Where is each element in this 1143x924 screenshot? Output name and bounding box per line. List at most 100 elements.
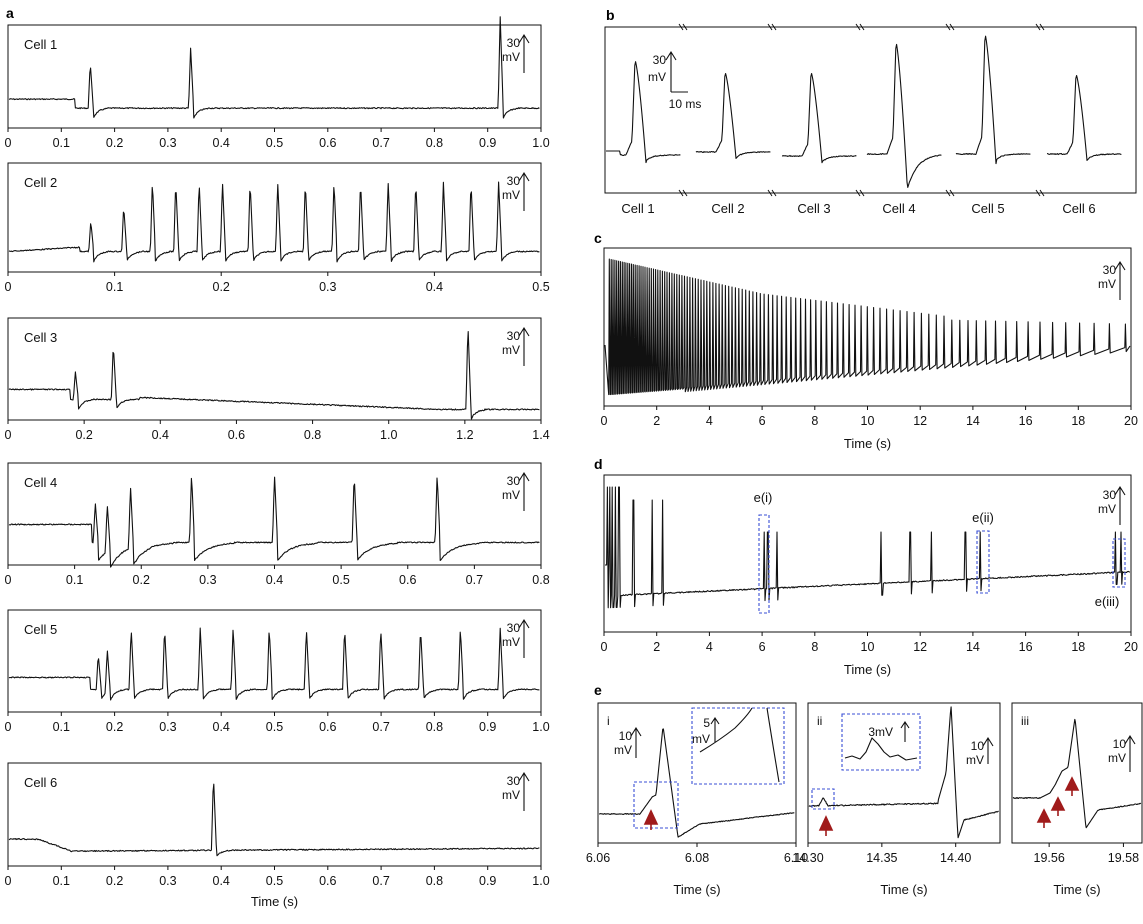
a5-tick-label: 0.8 (426, 720, 443, 734)
e_ii-scale-bar-unit: mV (966, 753, 984, 767)
e_ii-inset-trace (844, 737, 918, 761)
e_i-scale-bar-value: 10 (619, 729, 633, 743)
d-annotation-eii: e(ii) (972, 510, 994, 525)
a4-tick-label: 0.5 (332, 573, 349, 587)
b-spike-trace (955, 35, 1031, 165)
b-cell-label: Cell 4 (882, 201, 915, 216)
e_i-xlabel: Time (s) (673, 882, 720, 897)
a1-trace (8, 16, 540, 119)
e_i-inset-trace (699, 707, 780, 783)
b-spike-trace (606, 61, 681, 164)
a5-tick-label: 0 (5, 720, 12, 734)
e_i-tick-label: 6.06 (586, 851, 610, 865)
e_iii-marker-arrow (1064, 776, 1080, 796)
e_iii-trace (1012, 718, 1142, 829)
e_ii-zoom-box (811, 788, 835, 810)
a6-tick-label: 0.5 (266, 874, 283, 888)
a2-tick-label: 0.4 (426, 280, 443, 294)
b-cell-label: Cell 5 (971, 201, 1004, 216)
a1-tick-label: 0 (5, 136, 12, 150)
d-box-eii (976, 530, 990, 594)
a2-tick-label: 0.3 (319, 280, 336, 294)
c-trace (604, 258, 1131, 396)
d-box-ei (758, 514, 770, 614)
a6-tick-label: 0.4 (213, 874, 230, 888)
a1-tick-label: 0.6 (319, 136, 336, 150)
d-annotation-eiii: e(iii) (1095, 594, 1120, 609)
panel-label-e: e (594, 682, 602, 698)
a1-scale-bar-arrow (518, 33, 530, 73)
panel-label-c: c (594, 230, 602, 246)
e_ii-scale-bar-value: 10 (971, 739, 985, 753)
c-tick-label: 10 (861, 414, 875, 428)
c-tick-label: 12 (913, 414, 927, 428)
a1-scale-bar-value: 30 (507, 36, 521, 50)
a5-scale-bar-unit: mV (502, 635, 520, 649)
d-annotation-ei: e(i) (754, 490, 773, 505)
a1-tick-label: 0.3 (159, 136, 176, 150)
a2-scale-bar-value: 30 (507, 174, 521, 188)
a6-tick-label: 0.3 (159, 874, 176, 888)
a4-tick-label: 0 (5, 573, 12, 587)
a6-scale-bar-arrow (518, 771, 530, 811)
c-scale-bar-value: 30 (1103, 263, 1117, 277)
panel-label-d: d (594, 456, 603, 472)
b-scale-bar (665, 50, 688, 93)
b-frame (604, 26, 1137, 194)
a1-tick-label: 0.8 (426, 136, 443, 150)
d-tick-label: 0 (601, 640, 608, 654)
d-scale-bar-value: 30 (1103, 488, 1117, 502)
e_ii-tick-label: 14.40 (940, 851, 971, 865)
b-axis-break (1035, 23, 1045, 31)
b-axis-break (678, 23, 688, 31)
b-axis-break (678, 189, 688, 197)
a1-tick-label: 0.7 (372, 136, 389, 150)
a1-scale-bar-unit: mV (502, 50, 520, 64)
a3-cell-label: Cell 3 (24, 330, 57, 345)
a4-scale-bar-arrow (518, 471, 530, 511)
e_i-sublabel: i (607, 714, 610, 728)
b-axis-break (945, 23, 955, 31)
e_iii-tick-label: 19.56 (1034, 851, 1065, 865)
a2-tick-label: 0.1 (106, 280, 123, 294)
b-scale-unit: mV (648, 70, 666, 84)
b-axis-break (945, 189, 955, 197)
a4-cell-label: Cell 4 (24, 475, 57, 490)
a5-tick-label: 0.2 (106, 720, 123, 734)
e_ii-marker-arrow (818, 815, 834, 836)
e_i-tick-label: 6.10 (784, 851, 808, 865)
b-cell-label: Cell 2 (711, 201, 744, 216)
a4-tick-label: 0.4 (266, 573, 283, 587)
b-axis-break (767, 23, 777, 31)
a6-scale-bar-unit: mV (502, 788, 520, 802)
c-tick-label: 20 (1124, 414, 1138, 428)
b-scale-value: 30 (653, 53, 667, 67)
b-cell-label: Cell 3 (797, 201, 830, 216)
a6-tick-label: 0.6 (319, 874, 336, 888)
a6-tick-label: 0 (5, 874, 12, 888)
e_ii-trace (808, 706, 999, 839)
e_ii-scale-bar-arrow (982, 736, 994, 764)
a4-tick-label: 0.6 (399, 573, 416, 587)
a2-tick-label: 0 (5, 280, 12, 294)
a4-tick-label: 0.2 (133, 573, 150, 587)
c-tick-label: 8 (811, 414, 818, 428)
a3-trace (8, 331, 540, 420)
e_ii-tick-label: 14.35 (866, 851, 897, 865)
a3-tick-label: 0 (5, 428, 12, 442)
e_ii-frame (807, 702, 1001, 844)
a4-tick-label: 0.1 (66, 573, 83, 587)
d-tick-label: 16 (1019, 640, 1033, 654)
d-tick-label: 8 (811, 640, 818, 654)
d-tick-label: 20 (1124, 640, 1138, 654)
a5-scale-bar-value: 30 (507, 621, 521, 635)
a1-tick-label: 1.0 (532, 136, 549, 150)
a5-tick-label: 0.7 (372, 720, 389, 734)
d-box-eiii (1112, 538, 1126, 588)
d-frame (603, 474, 1132, 633)
a5-tick-label: 0.6 (319, 720, 336, 734)
a4-scale-bar-unit: mV (502, 488, 520, 502)
a3-tick-label: 0.4 (152, 428, 169, 442)
e_ii-xlabel: Time (s) (880, 882, 927, 897)
a6-trace (8, 783, 540, 857)
